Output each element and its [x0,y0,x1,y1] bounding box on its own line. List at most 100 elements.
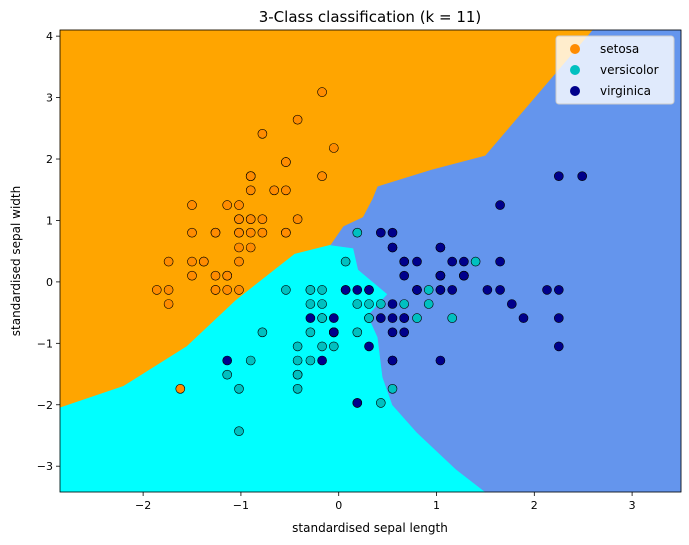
point-virginica [553,341,564,352]
point-versicolor [352,327,363,338]
point-versicolor [292,355,303,366]
point-versicolor [352,227,363,238]
point-setosa [234,200,244,210]
point-versicolor [317,299,327,309]
legend-marker-setosa [570,44,580,54]
y-tick-label: 3 [46,92,53,105]
point-versicolor [470,256,481,267]
point-setosa [257,214,268,224]
point-setosa [317,87,327,97]
point-virginica [340,285,351,295]
point-setosa [210,285,221,295]
decision-regions [59,29,682,493]
point-virginica [542,285,552,295]
point-virginica [364,285,374,295]
legend: setosa versicolor virginica [555,35,675,105]
point-setosa [187,227,197,238]
point-versicolor [234,426,244,437]
point-virginica [387,327,398,338]
point-setosa [187,270,197,281]
point-versicolor [317,341,327,352]
point-setosa [281,227,291,238]
point-setosa [163,285,174,295]
point-versicolor [234,383,244,394]
x-tick-label: −1 [233,499,249,512]
legend-label-setosa: setosa [600,42,639,56]
point-versicolor [364,299,374,309]
point-setosa [163,256,174,267]
point-setosa [292,114,303,125]
point-virginica [399,327,410,338]
point-virginica [435,355,446,366]
point-setosa [152,285,162,295]
x-tick-label: 1 [433,499,440,512]
point-versicolor [245,355,256,366]
point-virginica [352,398,363,408]
point-setosa [163,299,174,309]
point-virginica [387,313,398,323]
x-axis-ticks: −2 −1 0 1 2 3 [135,492,636,512]
legend-marker-versicolor [570,65,580,75]
point-virginica [412,285,422,295]
point-versicolor [305,299,316,309]
y-tick-label: 1 [46,214,53,227]
point-virginica [375,227,386,238]
point-versicolor [423,299,434,309]
point-setosa [245,242,256,253]
point-virginica [412,256,422,267]
point-virginica [553,313,564,323]
point-virginica [399,313,410,323]
point-versicolor [305,285,316,295]
point-virginica [435,270,446,281]
point-setosa [234,285,244,295]
point-setosa [234,256,244,267]
chart-title: 3-Class classification (k = 11) [259,8,482,26]
point-setosa [269,185,280,196]
point-setosa [222,285,232,295]
legend-label-versicolor: versicolor [600,63,659,77]
x-tick-label: 0 [335,499,342,512]
point-setosa [234,242,244,253]
legend-box [555,35,675,105]
y-tick-label: 2 [46,153,53,166]
point-versicolor [317,313,327,323]
point-setosa [187,256,197,267]
point-setosa [245,171,256,181]
point-virginica [506,299,517,309]
point-virginica [553,171,564,181]
point-virginica [387,299,398,309]
point-versicolor [447,313,458,323]
point-virginica [352,285,363,295]
y-tick-label: −1 [37,337,53,350]
point-virginica [328,313,339,323]
point-setosa [245,227,256,238]
x-tick-label: 3 [629,499,636,512]
point-setosa [245,185,256,196]
point-virginica [387,355,398,366]
point-versicolor [281,285,291,295]
point-versicolor [375,398,386,408]
x-axis-label: standardised sepal length [292,521,448,535]
point-virginica [317,355,327,366]
point-setosa [245,214,256,224]
point-virginica [435,242,446,253]
point-virginica [435,285,446,295]
point-versicolor [292,383,303,394]
point-versicolor [375,299,386,309]
point-versicolor [305,327,316,338]
point-virginica [495,200,505,210]
point-versicolor [423,285,434,295]
point-virginica [459,256,469,267]
legend-label-virginica: virginica [600,84,651,98]
point-versicolor [364,313,374,323]
point-setosa [257,227,268,238]
y-tick-label: −2 [37,399,53,412]
point-virginica [553,285,564,295]
point-setosa [328,143,339,153]
point-virginica [495,285,505,295]
point-virginica [387,227,398,238]
point-virginica [518,313,529,323]
point-versicolor [257,327,268,338]
point-setosa [292,214,303,224]
point-setosa [317,171,327,181]
